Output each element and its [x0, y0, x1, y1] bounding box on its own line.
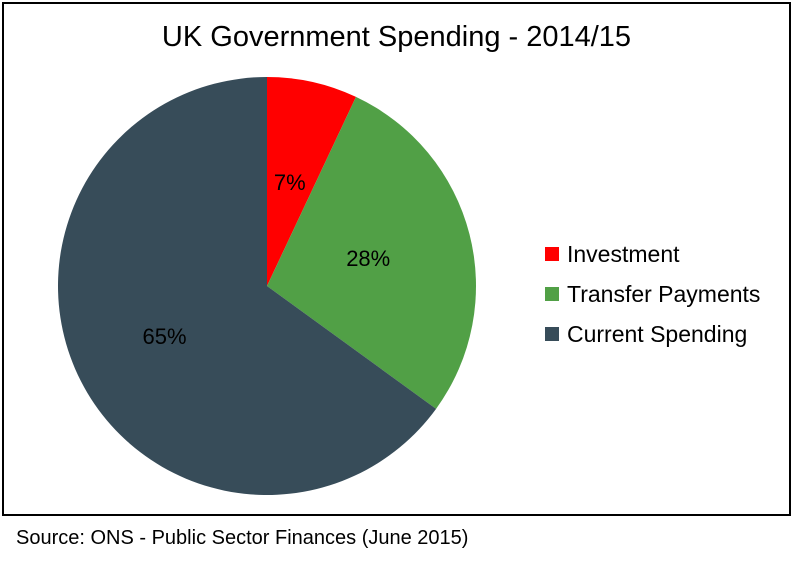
pie-chart: 7% 28% 65%	[57, 77, 476, 496]
legend-swatch	[545, 247, 559, 261]
chart-title: UK Government Spending - 2014/15	[161, 21, 632, 53]
slice-label-investment: 7%	[274, 170, 306, 195]
pie-slice-transfer-payments	[267, 96, 476, 409]
legend-item-current-spending: Current Spending	[545, 314, 760, 354]
legend-label: Current Spending	[567, 321, 748, 347]
legend-item-investment: Investment	[545, 234, 760, 274]
legend-label: Investment	[567, 241, 680, 267]
legend-item-transfer-payments: Transfer Payments	[545, 274, 760, 314]
legend: Investment Transfer Payments Current Spend…	[545, 234, 760, 354]
slice-label-transfer-payments: 28%	[346, 246, 390, 271]
pie-slice-investment	[267, 77, 356, 286]
pie-slice-current-spending	[57, 77, 437, 496]
legend-swatch	[545, 327, 559, 341]
legend-swatch	[545, 287, 559, 301]
chart-frame: UK Government Spending - 2014/15 7% 28% 65…	[2, 2, 791, 516]
source-note: Source: ONS - Public Sector Finances (Ju…	[16, 527, 469, 549]
slice-label-current-spending: 65%	[143, 324, 187, 349]
legend-label: Transfer Payments	[567, 281, 761, 307]
